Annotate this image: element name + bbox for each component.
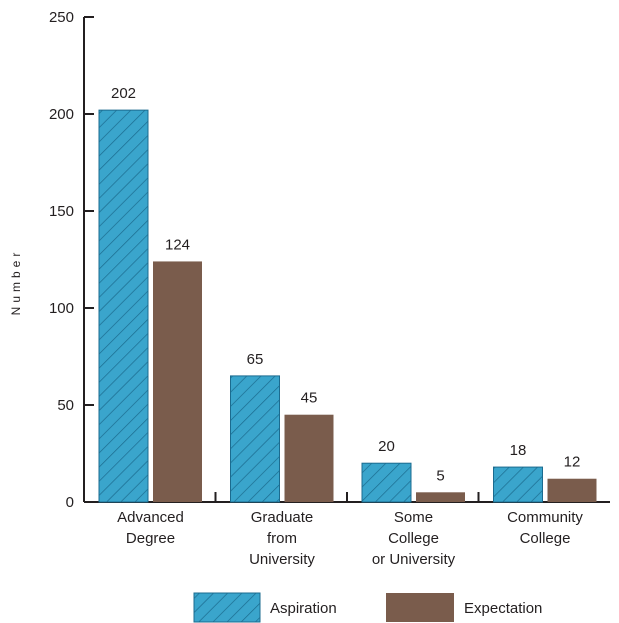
y-axis: 0 50 100 150 200 250 Number: [9, 9, 94, 511]
bar-aspiration: [361, 462, 412, 503]
data-label: 45: [301, 390, 318, 407]
x-category-label: Advanced Degree: [117, 509, 184, 547]
legend-swatch: [386, 593, 454, 622]
y-tick-label: 0: [66, 494, 74, 511]
bar-expectation: [416, 492, 465, 502]
legend: Aspiration Expectation: [193, 592, 542, 623]
bar-aspiration: [230, 375, 280, 503]
bar-aspiration: [98, 109, 149, 503]
y-tick-label: 250: [49, 9, 74, 26]
x-category-label: Graduate from University: [249, 509, 315, 568]
y-tick-label: 150: [49, 203, 74, 220]
y-tick-label: 200: [49, 106, 74, 123]
data-labels: 202 124 65 45 20 5 18 12: [111, 85, 580, 484]
bar-expectation: [547, 478, 597, 502]
legend-label: Expectation: [464, 600, 542, 617]
bars: [98, 109, 597, 503]
data-label: 20: [378, 438, 395, 455]
bar-aspiration: [493, 466, 543, 503]
legend-item-expectation: Expectation: [386, 593, 542, 622]
y-tick-label: 50: [57, 397, 74, 414]
legend-label: Aspiration: [270, 600, 337, 617]
x-category-label: Some College or University: [372, 509, 456, 568]
y-axis-label: Number: [9, 249, 23, 316]
x-category-label: Community College: [507, 509, 583, 547]
data-label: 5: [436, 467, 444, 484]
data-label: 18: [510, 442, 527, 459]
x-axis: Advanced Degree Graduate from University Some…: [84, 492, 610, 568]
legend-swatch: [193, 592, 261, 623]
data-label: 202: [111, 85, 136, 102]
bar-expectation: [284, 414, 334, 502]
data-label: 65: [247, 351, 264, 368]
bar-expectation: [153, 261, 202, 502]
legend-item-aspiration: Aspiration: [193, 592, 337, 623]
data-label: 124: [165, 236, 190, 253]
y-tick-label: 100: [49, 300, 74, 317]
data-label: 12: [564, 454, 581, 471]
